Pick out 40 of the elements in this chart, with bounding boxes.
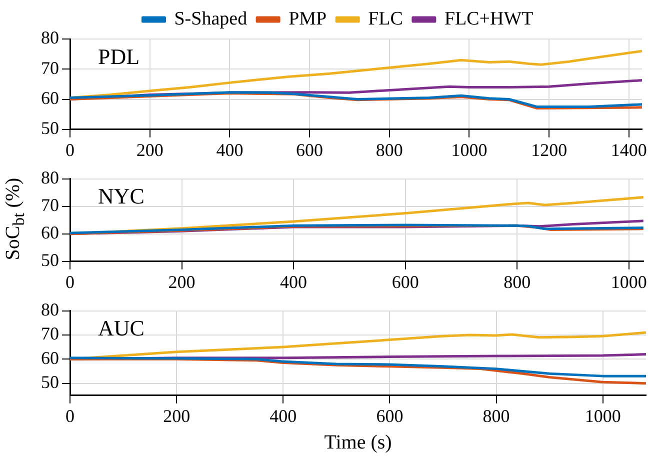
x-axis-title: Time (s): [324, 431, 392, 454]
x-tick-label: 800: [504, 272, 531, 292]
x-tick-label: 0: [66, 406, 74, 426]
legend-label: PMP: [288, 8, 327, 30]
legend-label: FLC: [368, 8, 403, 30]
annotation: NYC: [98, 184, 144, 209]
y-tick-label: 60: [41, 348, 59, 368]
y-tick-label: 60: [41, 222, 59, 243]
x-tick-label: 1200: [531, 140, 568, 160]
x-tick-label: 0: [66, 272, 74, 292]
annotation: AUC: [98, 316, 144, 341]
x-tick-label: 800: [482, 406, 510, 426]
y-tick-label: 60: [41, 88, 59, 108]
x-tick-label: 400: [280, 272, 308, 292]
y-tick-label: 80: [41, 300, 59, 320]
annotation: PDL: [98, 44, 140, 69]
x-tick-label: 0: [66, 140, 74, 160]
x-tick-label: 200: [163, 406, 190, 426]
x-tick-label: 1000: [610, 272, 647, 292]
x-tick-label: 200: [168, 272, 196, 292]
y-tick-label: 70: [41, 195, 59, 216]
x-tick-label: 1000: [584, 406, 621, 426]
y-tick-label: 50: [41, 118, 59, 138]
y-tick-label: 80: [41, 28, 59, 48]
x-tick-label: 1400: [610, 140, 647, 160]
y-tick-label: 80: [41, 168, 59, 188]
y-tick-label: 50: [41, 372, 59, 392]
legend-label: S-Shaped: [174, 8, 248, 30]
x-tick-label: 400: [216, 140, 244, 160]
x-tick-label: 800: [376, 140, 403, 160]
y-tick-label: 70: [41, 58, 59, 78]
x-tick-label: 200: [136, 140, 164, 160]
y-tick-label: 70: [41, 324, 59, 344]
y-tick-label: 50: [41, 250, 59, 270]
x-tick-label: 1000: [451, 140, 488, 160]
x-tick-label: 600: [392, 272, 419, 292]
x-tick-label: 600: [376, 406, 404, 426]
x-tick-label: 400: [270, 406, 297, 426]
x-tick-label: 600: [296, 140, 324, 160]
legend-label: FLC+HWT: [444, 8, 534, 30]
